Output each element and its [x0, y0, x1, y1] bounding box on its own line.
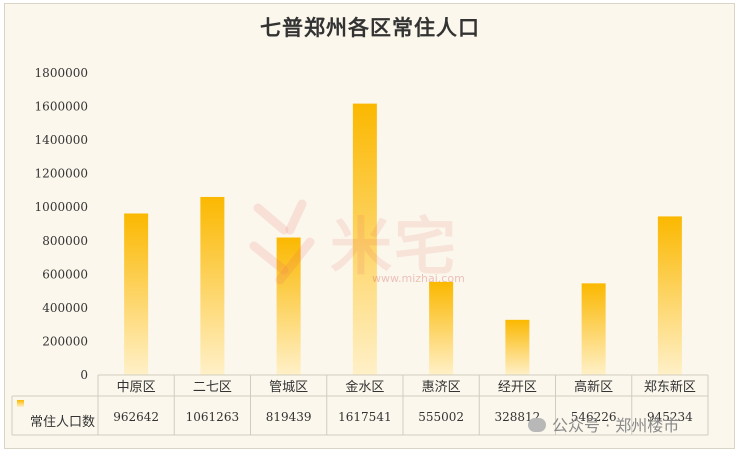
- y-tick-label: 1400000: [35, 133, 88, 147]
- bar: [505, 319, 530, 375]
- y-tick-label: 1200000: [35, 167, 88, 181]
- bar: [429, 281, 454, 375]
- x-category-label: 高新区: [574, 379, 613, 395]
- bar: [124, 213, 149, 375]
- source-text: 公众号 · 郑州楼市: [552, 416, 680, 435]
- wechat-icon: [528, 418, 546, 432]
- data-table-value: 555002: [418, 410, 464, 424]
- x-category-label: 二七区: [193, 380, 232, 395]
- y-tick-label: 1000000: [35, 200, 88, 214]
- bar: [581, 283, 606, 375]
- data-table-value: 962642: [113, 410, 159, 424]
- data-table-value: 945234: [647, 410, 693, 424]
- data-table-value: 546226: [571, 410, 617, 424]
- watermark-text: 米宅: [330, 210, 459, 283]
- bar: [200, 196, 225, 375]
- bar: [657, 216, 682, 375]
- x-category-label: 管城区: [269, 380, 308, 395]
- y-tick-label: 200000: [42, 334, 88, 348]
- chart-title: 七普郑州各区常住人口: [260, 15, 480, 40]
- x-category-label: 金水区: [345, 379, 384, 395]
- y-tick-label: 1800000: [35, 66, 88, 80]
- y-tick-label: 0: [80, 368, 88, 382]
- x-category-label: 郑东新区: [644, 379, 696, 395]
- source-label: 公众号 · 郑州楼市: [528, 412, 679, 436]
- legend-label: 常住人口数: [30, 415, 95, 430]
- y-tick-label: 1600000: [35, 100, 88, 114]
- bar: [352, 103, 377, 376]
- data-table-value: 1617541: [338, 410, 391, 424]
- x-category-label: 惠济区: [422, 380, 461, 395]
- data-table-value: 1061263: [186, 410, 239, 424]
- x-category-label: 中原区: [117, 380, 156, 395]
- y-tick-label: 600000: [42, 267, 88, 281]
- y-tick-label: 400000: [42, 301, 88, 315]
- x-category-label: 经开区: [498, 380, 537, 395]
- watermark-url: www.mizhai.com: [372, 272, 465, 285]
- y-tick-label: 800000: [42, 234, 88, 248]
- data-table-value: 819439: [266, 410, 312, 424]
- bar: [276, 237, 301, 375]
- legend-swatch: [17, 400, 24, 407]
